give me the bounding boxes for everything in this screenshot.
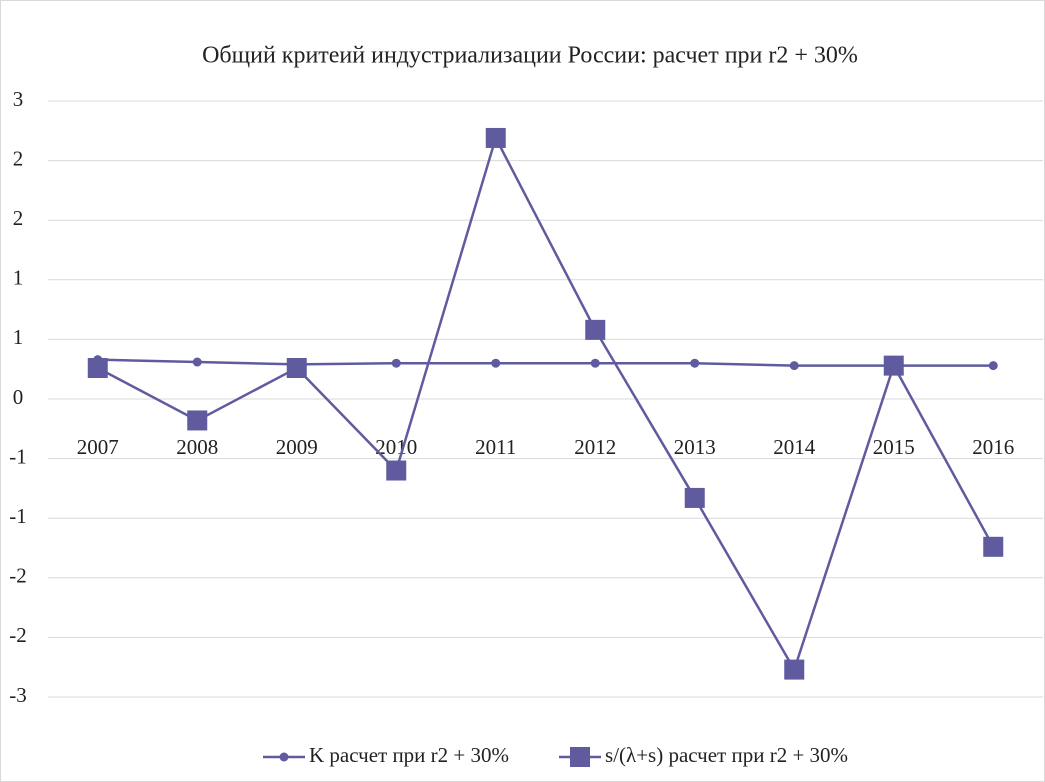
data-point — [391, 358, 401, 368]
y-tick-label: -2 — [9, 564, 27, 588]
y-tick-label: 2 — [13, 206, 24, 230]
data-point — [983, 536, 1004, 557]
x-tick-label: 2009 — [276, 435, 318, 459]
y-tick-label: 1 — [13, 325, 24, 349]
data-point — [789, 361, 799, 371]
chart-title: Общий критеий индустриализации России: р… — [202, 43, 858, 69]
data-point — [690, 358, 700, 368]
series-line — [97, 134, 995, 673]
x-tick-label: 2014 — [773, 435, 816, 459]
data-point — [684, 487, 705, 508]
y-tick-label: 1 — [13, 266, 24, 290]
y-tick-label: 0 — [13, 385, 24, 409]
data-point — [491, 358, 501, 368]
y-tick-label: 2 — [13, 146, 24, 170]
legend-marker — [570, 747, 591, 767]
legend-marker — [279, 752, 289, 762]
data-point — [286, 358, 307, 379]
y-tick-label: 3 — [13, 87, 24, 111]
y-tick-label: -1 — [9, 504, 27, 528]
data-point — [87, 358, 108, 379]
data-point — [988, 361, 998, 371]
y-tick-label: -2 — [9, 623, 27, 647]
x-tick-label: 2012 — [574, 435, 616, 459]
data-point — [192, 357, 202, 367]
data-point — [187, 410, 208, 431]
data-point — [883, 355, 904, 376]
y-tick-label: -3 — [9, 683, 27, 707]
x-tick-label: 2007 — [77, 435, 119, 459]
data-point — [585, 319, 606, 340]
x-tick-label: 2016 — [972, 435, 1014, 459]
x-tick-label: 2008 — [176, 435, 218, 459]
x-tick-label: 2011 — [475, 435, 516, 459]
x-tick-label: 2013 — [674, 435, 716, 459]
series-line — [97, 358, 994, 367]
y-tick-label: -1 — [9, 444, 27, 468]
data-point — [485, 127, 506, 148]
x-tick-label: 2015 — [873, 435, 915, 459]
legend-label: K расчет при r2 + 30% — [309, 743, 509, 767]
legend-label: s/(λ+s) расчет при r2 + 30% — [605, 743, 848, 767]
data-point — [590, 358, 600, 368]
data-point — [784, 659, 805, 680]
data-point — [386, 460, 407, 481]
